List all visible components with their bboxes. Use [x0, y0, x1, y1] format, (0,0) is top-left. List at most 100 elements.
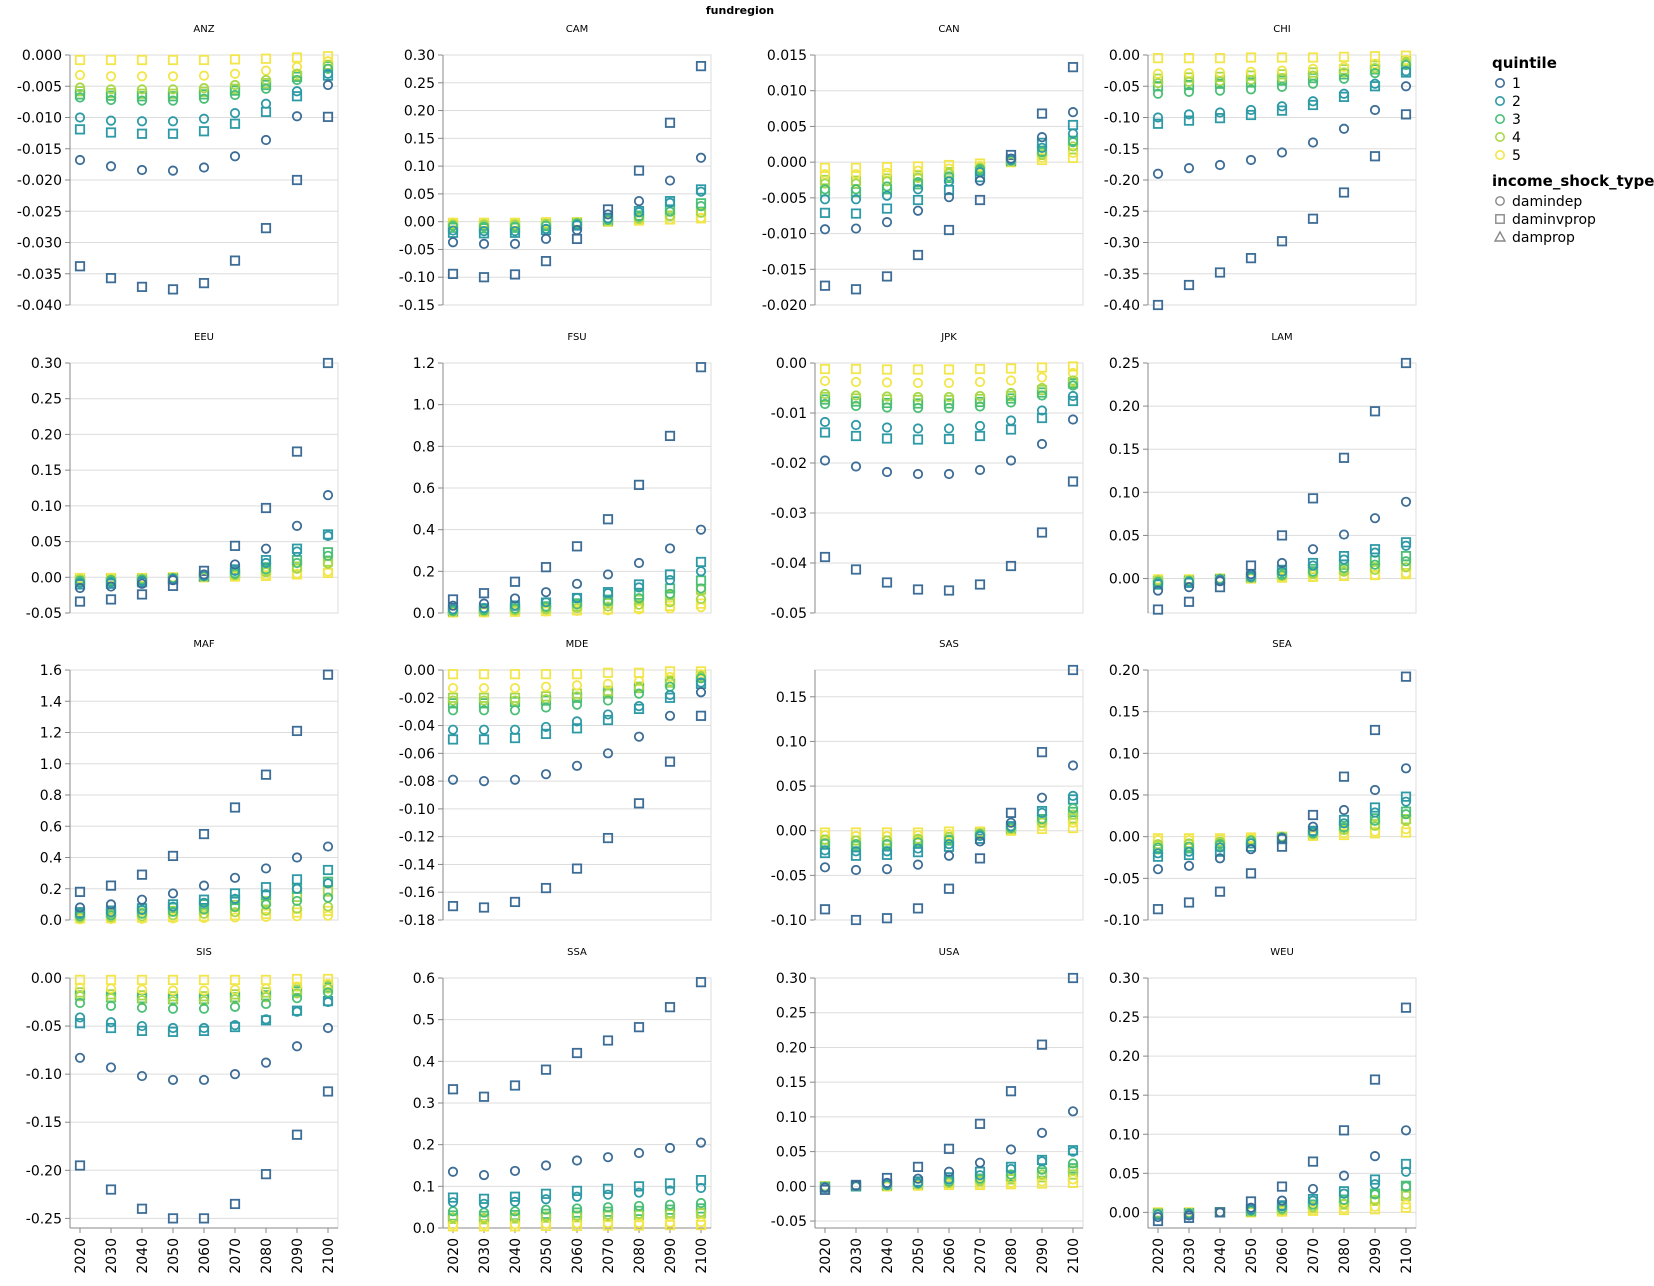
- point-q1-damindep: [943, 192, 955, 203]
- point-q1-daminvprop: [974, 579, 986, 590]
- point-q3-damindep: [229, 1001, 241, 1012]
- x-tick-label: 2080: [1337, 1238, 1353, 1274]
- point-q1-daminvprop: [1005, 560, 1017, 572]
- point-q2-daminvprop: [198, 126, 210, 137]
- y-tick-label: -0.05: [26, 1019, 62, 1035]
- point-q3-daminvprop: [602, 1206, 614, 1217]
- point-q1-damindep: [974, 464, 986, 476]
- y-tick-label: -0.15: [26, 1115, 62, 1131]
- point-q3-daminvprop: [571, 1207, 583, 1218]
- point-q1-damindep: [974, 836, 986, 847]
- point-q4-damindep: [447, 1212, 459, 1223]
- point-q1-damindep: [1214, 1207, 1226, 1218]
- point-q1-daminvprop: [1369, 1074, 1381, 1085]
- x-tick-label: 2060: [570, 1238, 586, 1274]
- point-q2-damindep: [633, 701, 645, 712]
- point-q2-damindep: [198, 897, 210, 908]
- point-q2-daminvprop: [1369, 1174, 1381, 1185]
- point-q1-daminvprop: [260, 769, 272, 780]
- point-q5-daminvprop: [322, 905, 334, 917]
- point-q1-daminvprop: [912, 249, 924, 261]
- point-q3-damindep: [105, 1000, 117, 1011]
- point-q1-damindep: [943, 1166, 955, 1177]
- point-q5-daminvprop: [1307, 52, 1319, 63]
- panel-fsu: FSU 1.2 1.0 0.8 0.6 0.4 0.2 0.0: [413, 332, 712, 622]
- point-q2-daminvprop: [1067, 119, 1079, 131]
- point-q1-damindep: [881, 864, 893, 875]
- point-q2-damindep: [198, 1022, 210, 1034]
- y-tick-label: -0.14: [399, 857, 435, 873]
- point-q1-daminvprop: [198, 565, 210, 576]
- point-q2-damindep: [74, 112, 86, 123]
- point-q1-damindep: [1338, 1170, 1350, 1181]
- point-q4-damindep: [850, 178, 862, 189]
- point-q2-damindep: [881, 422, 893, 433]
- y-tick-label: 0.6: [413, 971, 435, 987]
- point-q2-damindep: [260, 98, 272, 109]
- point-q1-daminvprop: [602, 1035, 614, 1046]
- point-q1-daminvprop: [291, 1129, 303, 1140]
- point-q5-daminvprop: [881, 162, 893, 173]
- point-q3-damindep: [695, 1197, 707, 1209]
- point-q1-damindep: [136, 894, 148, 905]
- point-q1-damindep: [322, 79, 334, 91]
- point-q1-damindep: [912, 468, 924, 480]
- point-q5-damindep: [695, 212, 707, 223]
- point-q2-daminvprop: [602, 714, 614, 726]
- point-q4-damindep: [509, 695, 521, 706]
- point-q1-damindep: [819, 1182, 831, 1193]
- point-q3-damindep: [943, 402, 955, 414]
- point-q3-damindep: [819, 398, 831, 410]
- point-q2-damindep: [695, 1182, 707, 1194]
- legend-label-q4: 4: [1512, 130, 1521, 146]
- point-q2-damindep: [819, 416, 831, 428]
- point-q2-damindep: [1400, 66, 1412, 77]
- point-q3-damindep: [1307, 1199, 1319, 1210]
- point-q4-damindep: [881, 835, 893, 846]
- point-q4-damindep: [695, 207, 707, 218]
- point-q1-damindep: [943, 468, 955, 480]
- point-q4-damindep: [1067, 375, 1079, 386]
- x-tick-label: 2100: [1066, 1238, 1082, 1274]
- point-q1-daminvprop: [1245, 253, 1257, 264]
- panel-title: SIS: [196, 947, 212, 958]
- point-q3-damindep: [943, 834, 955, 845]
- point-q5-daminvprop: [1245, 52, 1257, 63]
- y-tick-label: -0.05: [771, 1214, 807, 1230]
- point-q1-daminvprop: [198, 1213, 210, 1224]
- point-q2-daminvprop: [943, 433, 955, 445]
- point-q1-damindep: [105, 161, 117, 172]
- legend-label-q1: 1: [1512, 76, 1521, 92]
- point-q4-damindep: [1152, 78, 1164, 89]
- point-q1-damindep: [695, 687, 707, 698]
- point-q2-damindep: [105, 1017, 117, 1028]
- point-q3-damindep: [912, 177, 924, 188]
- point-q1-daminvprop: [509, 576, 521, 587]
- point-q1-damindep: [447, 600, 459, 611]
- point-q5-damindep: [74, 69, 86, 81]
- point-q1-daminvprop: [447, 594, 459, 605]
- y-tick-label: 0.0: [413, 606, 435, 622]
- point-q3-damindep: [291, 557, 303, 569]
- point-q5-damindep: [1276, 65, 1288, 76]
- point-q4-damindep: [1005, 387, 1017, 399]
- point-q1-damindep: [540, 1160, 552, 1171]
- point-q3-damindep: [571, 699, 583, 710]
- point-q4-damindep: [1338, 1198, 1350, 1209]
- point-q2-damindep: [664, 574, 676, 586]
- point-q1-daminvprop: [1036, 527, 1048, 538]
- point-q1-damindep: [478, 598, 490, 609]
- point-q2-daminvprop: [1338, 814, 1350, 826]
- point-q1-damindep: [633, 557, 645, 569]
- point-q3-damindep: [540, 220, 552, 231]
- point-q1-damindep: [136, 578, 148, 589]
- point-q1-damindep: [136, 1070, 148, 1082]
- y-tick-label: 0.00: [1109, 830, 1140, 846]
- point-q1-daminvprop: [540, 562, 552, 573]
- point-q1-daminvprop: [850, 284, 862, 295]
- point-q3-damindep: [509, 221, 521, 232]
- point-q3-damindep: [633, 593, 645, 604]
- point-q2-damindep: [1307, 96, 1319, 107]
- point-q2-daminvprop: [322, 864, 334, 876]
- x-tick-label: 2100: [1399, 1238, 1415, 1274]
